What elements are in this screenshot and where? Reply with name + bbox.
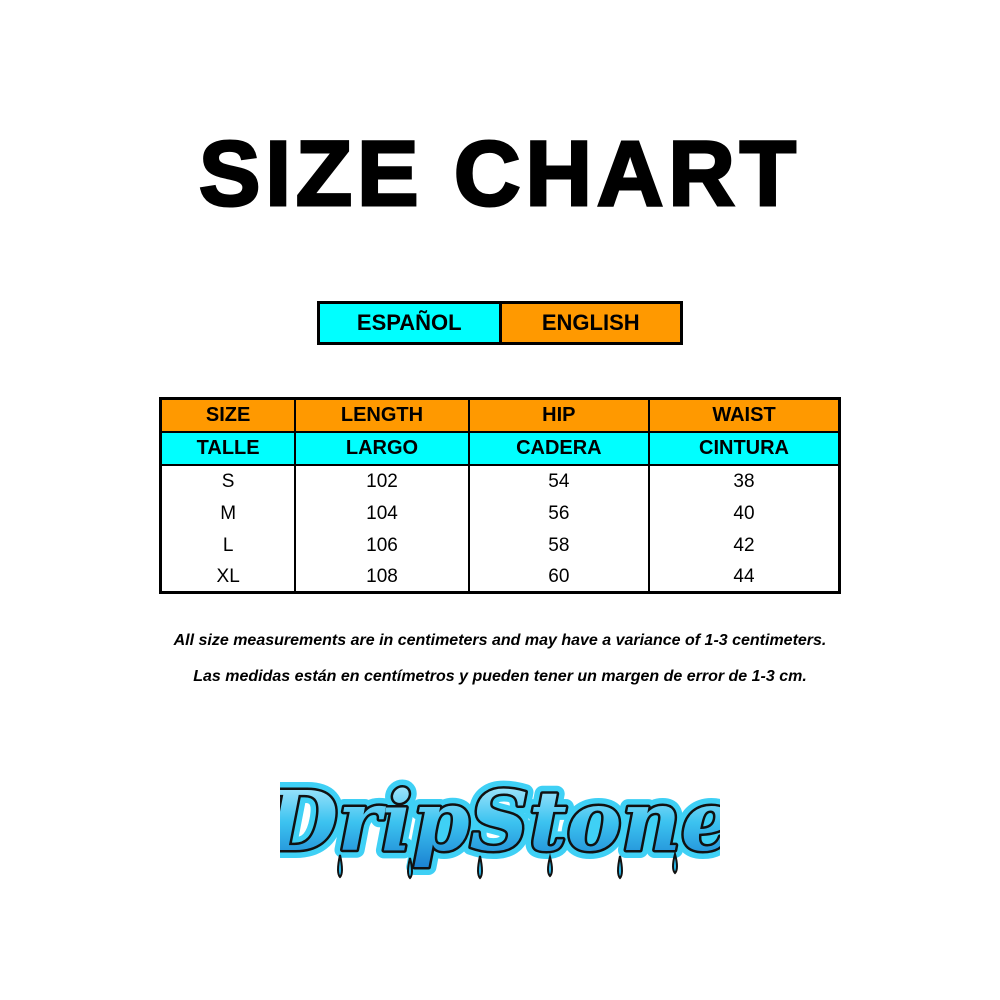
table-row: M 104 56 40 — [159, 498, 841, 530]
note-english: All size measurements are in centimeters… — [173, 632, 827, 649]
svg-text:DripStone: DripStone — [280, 774, 720, 870]
cell: 56 — [467, 498, 651, 530]
cell: 60 — [467, 562, 651, 593]
cell: M — [159, 498, 297, 530]
table-row: L 106 58 42 — [159, 530, 841, 562]
cell: 44 — [648, 562, 841, 593]
cell: 108 — [294, 562, 470, 593]
note-spanish: Las medidas están en centímetros y puede… — [193, 668, 807, 685]
svg-text:DripStone: DripStone — [280, 774, 720, 870]
header-cell: CINTURA — [648, 432, 841, 466]
cell: L — [159, 530, 297, 562]
language-selector: ESPAÑOL ENGLISH — [317, 301, 683, 345]
header-cell: LENGTH — [294, 398, 470, 433]
cell: S — [159, 465, 297, 498]
cell: 38 — [648, 465, 841, 498]
cell: 54 — [467, 465, 651, 498]
language-spanish: ESPAÑOL — [320, 304, 502, 342]
header-cell: CADERA — [467, 432, 651, 466]
header-cell: WAIST — [648, 398, 841, 433]
cell: 102 — [294, 465, 470, 498]
cell: 40 — [648, 498, 841, 530]
cell: 106 — [294, 530, 470, 562]
cell: 104 — [294, 498, 470, 530]
cell: 58 — [467, 530, 651, 562]
cell: 42 — [648, 530, 841, 562]
table-row: XL 108 60 44 — [159, 562, 841, 593]
header-row-spanish: TALLE LARGO CADERA CINTURA — [159, 432, 841, 466]
page-title: SIZE CHART — [198, 122, 801, 227]
header-cell: HIP — [467, 398, 651, 433]
header-cell: SIZE — [159, 398, 297, 433]
size-table: SIZE LENGTH HIP WAIST TALLE LARGO CADERA… — [159, 397, 841, 594]
dripstone-logo: DripStone DripStone — [280, 766, 720, 880]
cell: XL — [159, 562, 297, 593]
table-row: S 102 54 38 — [159, 465, 841, 498]
header-row-english: SIZE LENGTH HIP WAIST — [159, 398, 841, 433]
header-cell: TALLE — [159, 432, 297, 466]
header-cell: LARGO — [294, 432, 470, 466]
language-english: ENGLISH — [501, 304, 680, 342]
